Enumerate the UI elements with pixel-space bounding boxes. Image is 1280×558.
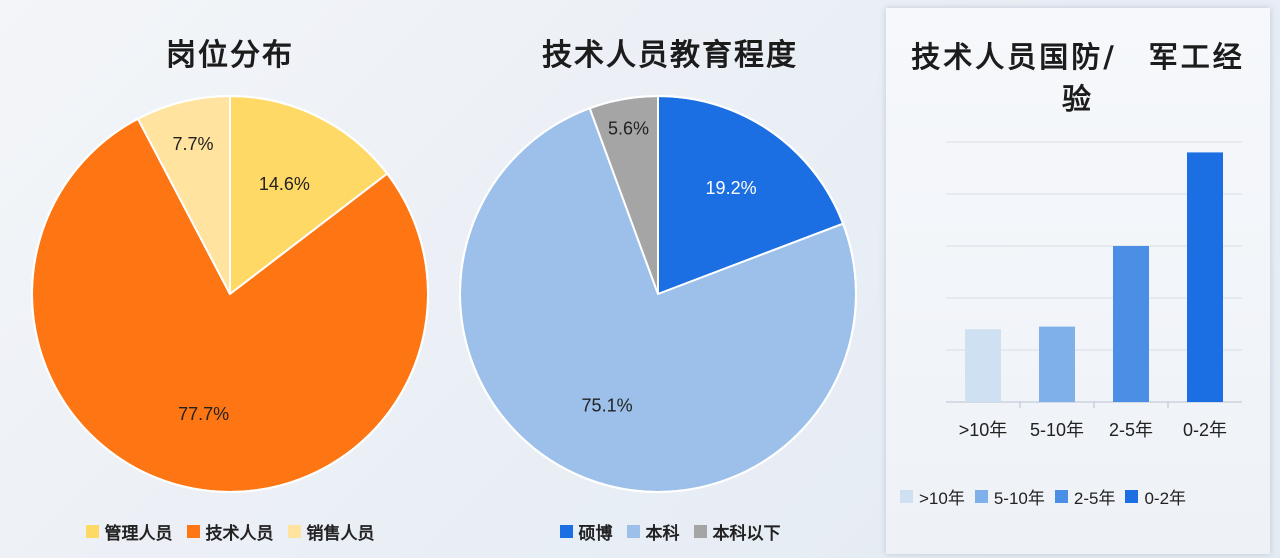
legend-item: >10年 <box>900 484 965 509</box>
chart-title: 技术人员教育程度 <box>542 38 798 73</box>
legend-label: 本科 <box>645 524 680 544</box>
bar <box>1187 152 1223 402</box>
legend-swatch <box>85 525 99 538</box>
x-tick-label: >10年 <box>959 420 1008 440</box>
legend-label: 硕博 <box>578 524 613 544</box>
legend-item: 管理人员 <box>85 519 173 544</box>
experience-legend: >10年 5-10年 2-5年 0-2年 <box>900 484 1186 509</box>
bar <box>1039 326 1075 402</box>
experience-bar-chart: >10年 5-10年 2-5年 0-2年 <box>946 141 1242 440</box>
legend-item: 本科以下 <box>693 519 781 544</box>
slice-data-label: 14.6% <box>259 174 310 194</box>
legend-swatch <box>626 525 640 538</box>
legend-item: 本科 <box>626 519 680 544</box>
legend-item: 2-5年 <box>1054 484 1116 509</box>
legend-swatch <box>1125 490 1139 503</box>
legend-swatch <box>559 525 573 538</box>
bar <box>1113 246 1149 402</box>
legend-label: 2-5年 <box>1073 489 1116 508</box>
legend-item: 技术人员 <box>186 519 274 544</box>
legend-swatch <box>693 525 707 538</box>
legend-swatch <box>287 525 301 538</box>
pie-outline <box>31 95 429 493</box>
legend-label: 销售人员 <box>306 524 375 544</box>
pie-outline <box>459 95 857 493</box>
experience-panel: 技术人员国防/ 军工经验 >10年 5-10年 2-5年 0-2年 >10年 5-10年… <box>886 8 1270 554</box>
job-distribution-pie: 14.6% 77.7% 7.7% <box>31 94 429 493</box>
legend-label: 5-10年 <box>993 489 1045 508</box>
education-pie: 19.2% 75.1% 5.6% <box>459 94 857 493</box>
legend-item: 5-10年 <box>974 484 1045 509</box>
legend-label: 技术人员 <box>205 524 274 544</box>
x-tick-label: 5-10年 <box>1030 420 1084 440</box>
chart-title: 技术人员国防/ 军工经验 <box>911 40 1245 116</box>
x-tick-label: 2-5年 <box>1109 420 1153 440</box>
education-panel: 技术人员教育程度 19.2% 75.1% 5.6% 硕博 本科 本科以下 <box>459 0 880 558</box>
legend-label: 0-2年 <box>1144 489 1187 508</box>
legend-item: 硕博 <box>559 519 613 544</box>
education-legend: 硕博 本科 本科以下 <box>460 519 880 544</box>
legend-label: 本科以下 <box>712 524 781 544</box>
x-tick-label: 0-2年 <box>1183 420 1227 440</box>
slice-data-label: 5.6% <box>608 118 649 138</box>
slice-data-label: 77.7% <box>178 404 229 424</box>
legend-swatch <box>900 490 913 503</box>
legend-swatch <box>1054 490 1068 503</box>
slice-data-label: 75.1% <box>582 396 633 416</box>
legend-item: 0-2年 <box>1125 484 1186 509</box>
job-distribution-legend: 管理人员 技术人员 销售人员 <box>0 519 460 544</box>
chart-title: 岗位分布 <box>166 38 294 73</box>
slice-data-label: 7.7% <box>172 134 213 154</box>
legend-label: >10年 <box>919 489 965 508</box>
bar <box>965 329 1001 402</box>
legend-swatch <box>974 490 988 503</box>
legend-label: 管理人员 <box>104 524 173 544</box>
legend-swatch <box>186 525 200 538</box>
legend-item: 销售人员 <box>287 519 375 544</box>
job-distribution-panel: 岗位分布 14.6% 77.7% 7.7% 管理人员 技术人员 销售人员 <box>0 0 460 558</box>
slice-data-label: 19.2% <box>706 178 757 198</box>
